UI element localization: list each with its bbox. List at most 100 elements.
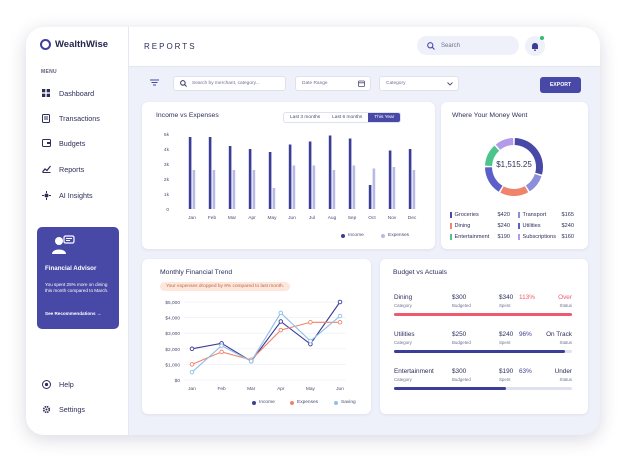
expenses-bar [232,170,236,209]
percent-used: 113% [519,294,535,301]
category-amount: $240 [497,223,510,229]
expenses-bar [292,165,296,209]
advisor-title: Financial Advisor [45,265,97,272]
category-label: Category [394,303,412,308]
y-tick-label: $4,000 [165,316,180,322]
export-button[interactable]: EXPORT [540,77,581,93]
x-tick-label: Feb [208,215,217,221]
budget-row-utilities: Utilities Category $250 Budgeted $240 Spent 96… [394,331,572,355]
app-name: WealthWise [55,39,109,50]
budget-category-name: Entertainment [394,368,434,375]
saving-point [278,310,284,316]
expenses-bar [272,188,276,209]
x-tick-label: Jun [336,386,344,392]
x-tick-label: Aug [328,215,337,221]
notifications-button[interactable] [525,36,545,56]
legend-label: Income [348,233,364,238]
category-row: Subscriptions $160 [518,234,574,240]
budget-row-dining: Dining Category $300 Budgeted $340 Spent 113% O… [394,294,572,318]
search-icon [427,41,435,50]
category-label: Category [394,340,412,345]
advisor-icon [52,235,75,254]
x-tick-label: Feb [217,386,226,392]
logo[interactable]: WealthWise [40,39,108,50]
category-color-marker [450,234,452,240]
income-bar [308,141,312,209]
percent-used: 63% [519,368,532,375]
sidebar-item-label: Budgets [59,138,86,148]
x-tick-label: May [267,215,277,221]
expenses-point [189,362,195,367]
expenses-bar [412,170,416,209]
sidebar-item-settings[interactable]: Settings [41,404,85,414]
budgeted-amount: $300 [452,294,467,301]
expenses-point [219,349,224,355]
budgets-icon [41,138,51,148]
income-point [337,299,343,305]
x-tick-label: Apr [277,386,285,392]
spending-donut-chart [485,138,543,196]
percent-used: 96% [519,331,532,338]
expenses-bar [352,165,356,209]
income-point [189,346,195,352]
category-amount: $190 [497,234,510,240]
see-recommendations-link[interactable]: See Recommendations → [45,311,102,316]
y-tick-label: $3,000 [165,331,180,337]
sidebar-item-ai-insights[interactable]: AI Insights [41,190,93,200]
budgeted-label: Budgeted [452,340,471,345]
category-select[interactable]: Category [379,76,459,91]
expenses-line [191,321,340,365]
category-name: Transport [522,212,547,218]
range-last-6-months[interactable]: Last 6 months [332,115,363,120]
income-bar [208,137,212,209]
spent-amount: $240 [499,331,514,338]
budget-vs-actuals-card: Budget vs Actuals Dining Category $300 Budg… [380,259,588,414]
x-tick-label: Oct [368,215,376,221]
sidebar-item-dashboard[interactable]: Dashboard [41,88,94,98]
budget-row-entertainment: Entertainment Category $300 Budgeted $190 Spe… [394,368,572,392]
income-bar [408,149,412,209]
category-label: Category [394,377,412,382]
y-tick-label: 2k [164,177,170,183]
y-tick-label: 5k [164,132,170,138]
sidebar-item-budgets[interactable]: Budgets [41,138,85,148]
legend-expenses: Expenses [381,233,409,238]
filter-icon[interactable] [150,79,159,86]
sidebar-item-help[interactable]: Help [41,379,74,389]
y-tick-label: 3k [164,162,170,168]
date-range-input[interactable]: Date Range [302,81,328,86]
y-tick-label: 4k [164,147,170,153]
budget-progress-track [394,313,572,316]
search-input[interactable]: Search [441,42,461,49]
spent-label: Spent [499,303,511,308]
status-label: Status [559,303,572,308]
where-money-went-card: Where Your Money Went $1,515.25 Grocerie… [441,102,588,249]
range-last-3-months[interactable]: Last 3 months [290,115,321,120]
header-search[interactable]: Search [417,36,519,55]
logo-icon [40,39,51,50]
sidebar-item-transactions[interactable]: Transactions [41,113,100,123]
category-select-value: Category [386,81,406,86]
spent-amount: $340 [499,294,514,301]
income-bar [328,135,332,209]
x-tick-label: Mar [247,386,256,392]
notification-badge [540,36,544,40]
trend-insight-note: Your expenses dropped by 8% compared to … [160,282,290,291]
merchant-search-input[interactable]: Search by merchant, category... [192,81,260,86]
expenses-bar [212,170,216,209]
donut-total: $1,515.25 [496,160,532,169]
range-this-year[interactable]: This Year [368,113,401,122]
date-range-field[interactable]: Date Range [295,76,371,91]
income-expenses-bar-chart: 5k 4k 3k 2k 1k 0 Jan Feb Mar Apr May Jun Jul Aug Sep Oc… [164,132,417,221]
legend-saving-dot [334,400,338,405]
sidebar-item-reports[interactable]: Reports [41,164,84,174]
reports-icon [41,164,51,174]
budgeted-amount: $250 [452,331,467,338]
range-selector: Last 3 months Last 6 months This Year [283,112,402,123]
sidebar-item-label: Settings [59,404,85,414]
category-row: Dining $240 [450,223,510,229]
y-tick-label: $1,000 [165,362,180,368]
saving-point [337,313,343,319]
category-color-marker [450,212,452,218]
merchant-search-field[interactable]: Search by merchant, category... [173,76,286,91]
